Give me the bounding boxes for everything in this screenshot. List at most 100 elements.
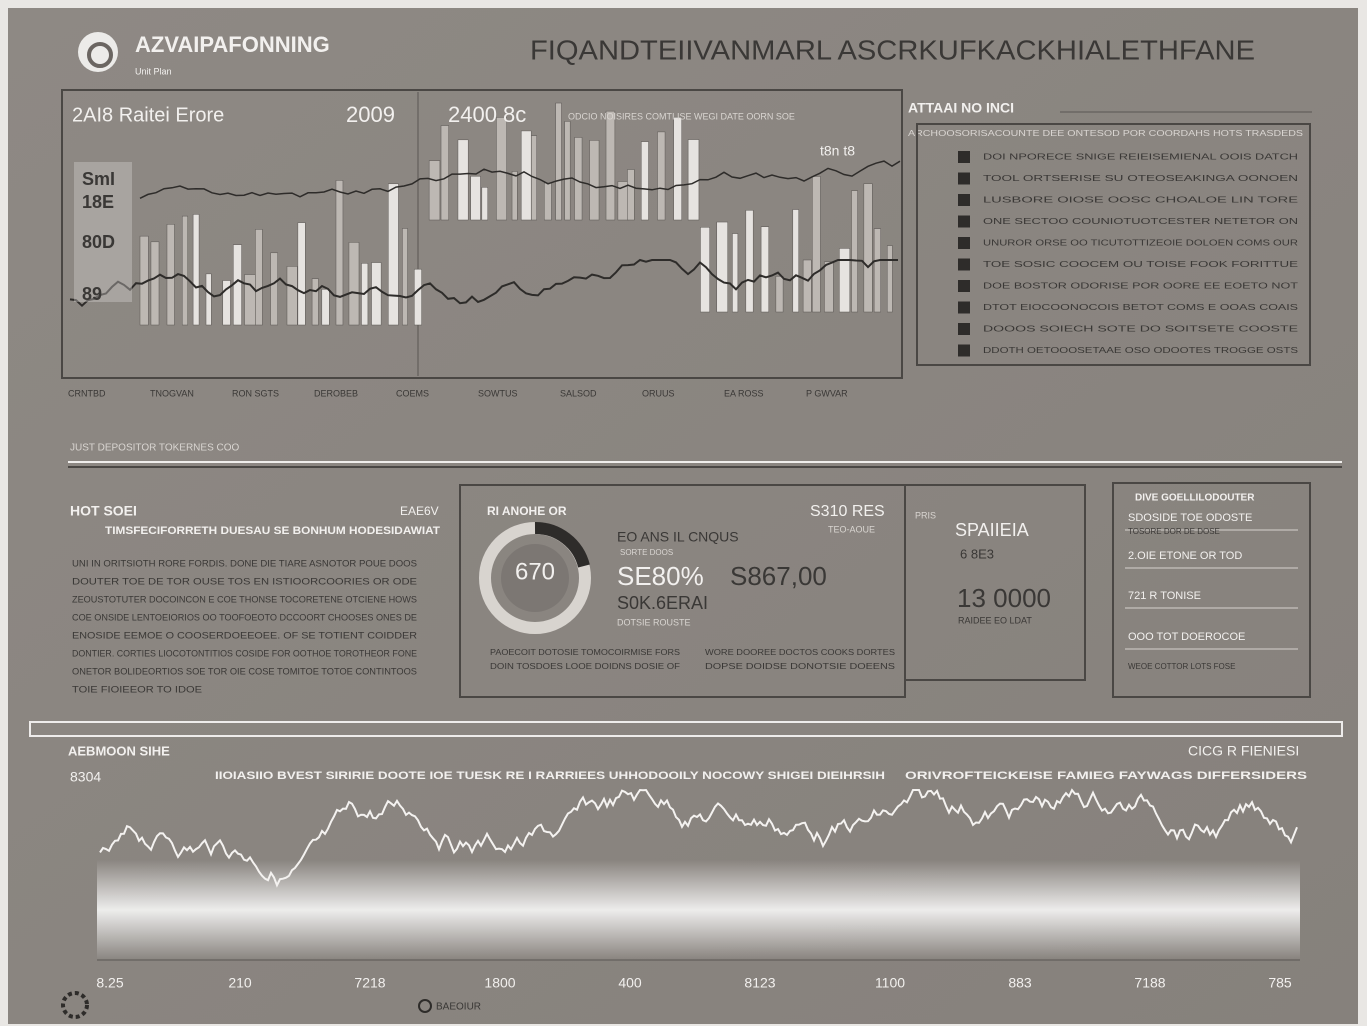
x-label: ORUUS <box>642 388 675 398</box>
item-icon <box>958 173 970 185</box>
corner-label: t8n t8 <box>820 143 855 159</box>
x-label: 210 <box>228 975 252 991</box>
body-line: UNI IN ORITSIOTH RORE FORDIS. DONE DIE T… <box>72 558 417 568</box>
building <box>627 170 634 220</box>
building <box>349 242 359 325</box>
card-label: SmI <box>82 169 115 189</box>
summary-tag: EAE6V <box>400 504 439 518</box>
item-icon <box>958 151 970 163</box>
item-text: ONE SECTOO COUNIOTUOTCESTER NETETOR ON <box>983 216 1298 226</box>
item-icon <box>958 345 970 357</box>
x-label: P GWVAR <box>806 388 848 398</box>
item-text: LUSBORE OIOSE OOSC CHOALOE LIN TORE <box>983 194 1299 204</box>
building <box>732 234 737 312</box>
building <box>402 228 407 325</box>
foot-note: DOPSE DOIDSE DONOTSIE DOEENS <box>705 662 895 671</box>
bottom-right-title: CICG R FIENIESI <box>1188 743 1299 759</box>
building <box>496 117 506 220</box>
building <box>271 253 278 325</box>
bottom-value: 8304 <box>70 769 101 785</box>
card-label: 18E <box>82 192 114 212</box>
summary-title: HOT SOEI <box>70 503 137 519</box>
building <box>429 161 440 220</box>
stat-value: 13 0000 <box>957 583 1051 613</box>
summary-subtitle: TIMSFECIFORRETH DUESAU SE BONHUM HODESID… <box>105 525 440 537</box>
building <box>233 245 241 325</box>
stat-tag: PRIS <box>915 510 936 520</box>
x-label: 400 <box>618 975 642 991</box>
x-label: DEROBEB <box>314 388 358 398</box>
x-label: COEMS <box>396 388 429 398</box>
list-title: DIVE GOELLILODOUTER <box>1135 493 1255 504</box>
x-label: 1100 <box>875 975 905 991</box>
body-line: DOUTER TOE DE TOR OUSE TOS EN ISTIOORCOO… <box>72 576 417 586</box>
gauge-name-sub: SORTE DOOS <box>620 548 673 557</box>
item-icon <box>958 302 970 314</box>
list-row: TOSORE DOR DE DOSE <box>1128 527 1220 536</box>
gauge-title: RI ANOHE OR <box>487 504 567 518</box>
building <box>641 142 648 220</box>
list-row: 2.OIE ETONE OR TOD <box>1128 550 1242 562</box>
gauge-stat: S867,00 <box>730 561 827 591</box>
foot-note: DOIN TOSDOES LOOE DOIDNS DOSIE OF <box>490 662 680 671</box>
x-label: 7188 <box>1134 975 1165 991</box>
building <box>852 191 858 312</box>
foot-note: PAOECOIT DOTOSIE TOMOCOIRMISE FORS <box>490 648 680 657</box>
x-label: RON SGTS <box>232 388 279 398</box>
building <box>864 184 872 312</box>
building <box>245 275 256 325</box>
brand-sub: Unit Plan <box>135 66 172 76</box>
x-label: 883 <box>1008 975 1032 991</box>
x-label: TNOGVAN <box>150 388 194 398</box>
list-row: WEOE COTTOR LOTS FOSE <box>1128 662 1235 671</box>
foot-note: WORE DOOREE DOCTOS COOKS DORTES <box>705 648 895 657</box>
building <box>193 214 199 325</box>
stat-sub: 6 8E3 <box>960 546 994 561</box>
building <box>824 262 833 312</box>
glow-band <box>97 860 1300 960</box>
building <box>312 279 318 325</box>
building <box>441 126 449 220</box>
building <box>761 227 769 312</box>
side-subtitle: ARCHOOSORISACOUNTE DEE ONTESOD POR COORD… <box>908 129 1303 138</box>
building <box>812 176 820 312</box>
item-text: DOE BOSTOR ODORISE POR OORE EE EOETO NOT <box>983 280 1298 290</box>
building <box>776 276 783 312</box>
building <box>606 111 615 220</box>
list-row: OOO TOT DOEROCOE <box>1128 631 1245 643</box>
building <box>372 263 382 325</box>
stat-caption: RAIDEE EO LDAT <box>958 615 1032 625</box>
item-text: DDOTH OETOOOSETAAE OSO ODOOTES TROGGE OS… <box>983 345 1298 355</box>
item-text: DTOT EIOCOONOCOIS BETOT COMS E OOAS COAI… <box>983 302 1298 312</box>
building <box>556 103 562 220</box>
page-title: FIQANDTEIIVANMARL ASCRKUFKACKHIALETHFANE <box>530 34 1255 65</box>
building <box>688 140 699 220</box>
item-text: DOOOS SOIECH SOTE DO SOITSETE COOSTE <box>983 323 1299 333</box>
building <box>839 248 849 312</box>
panel-title: 2AI8 Raitei Erore <box>72 104 224 126</box>
building <box>471 176 481 220</box>
x-label: 7218 <box>354 975 385 991</box>
building <box>151 242 159 325</box>
list-row: 721 R TONISE <box>1128 590 1201 602</box>
building <box>336 180 343 325</box>
item-text: TOE SOSIC COOCEM OU TOISE FOOK FORITTUE <box>983 259 1299 269</box>
item-icon <box>958 216 970 228</box>
building <box>167 224 174 325</box>
building <box>717 222 728 312</box>
building <box>322 289 329 325</box>
x-label: 1800 <box>484 975 515 991</box>
building <box>746 210 753 312</box>
panel-caption: ODCIO NOISIRES COMTI ISE WEGI DATE OORN … <box>568 111 795 121</box>
panel-value: 2400 8c <box>448 102 526 127</box>
item-icon <box>958 280 970 292</box>
list-row: SDOSIDE TOE ODOSTE <box>1128 512 1252 524</box>
building <box>803 260 811 312</box>
panel-value: 2009 <box>346 102 395 127</box>
body-line: COE ONSIDE LENTOEIORIOS OO TOOFOEOTO DCC… <box>72 612 417 622</box>
building <box>512 171 517 220</box>
gauge-name: EO ANS IL CNQUS <box>617 529 739 545</box>
footer-label: BAEOIUR <box>436 1002 481 1013</box>
gauge-stat: S0K.6ERAI <box>617 593 708 613</box>
side-value: S310 RES <box>810 503 885 520</box>
